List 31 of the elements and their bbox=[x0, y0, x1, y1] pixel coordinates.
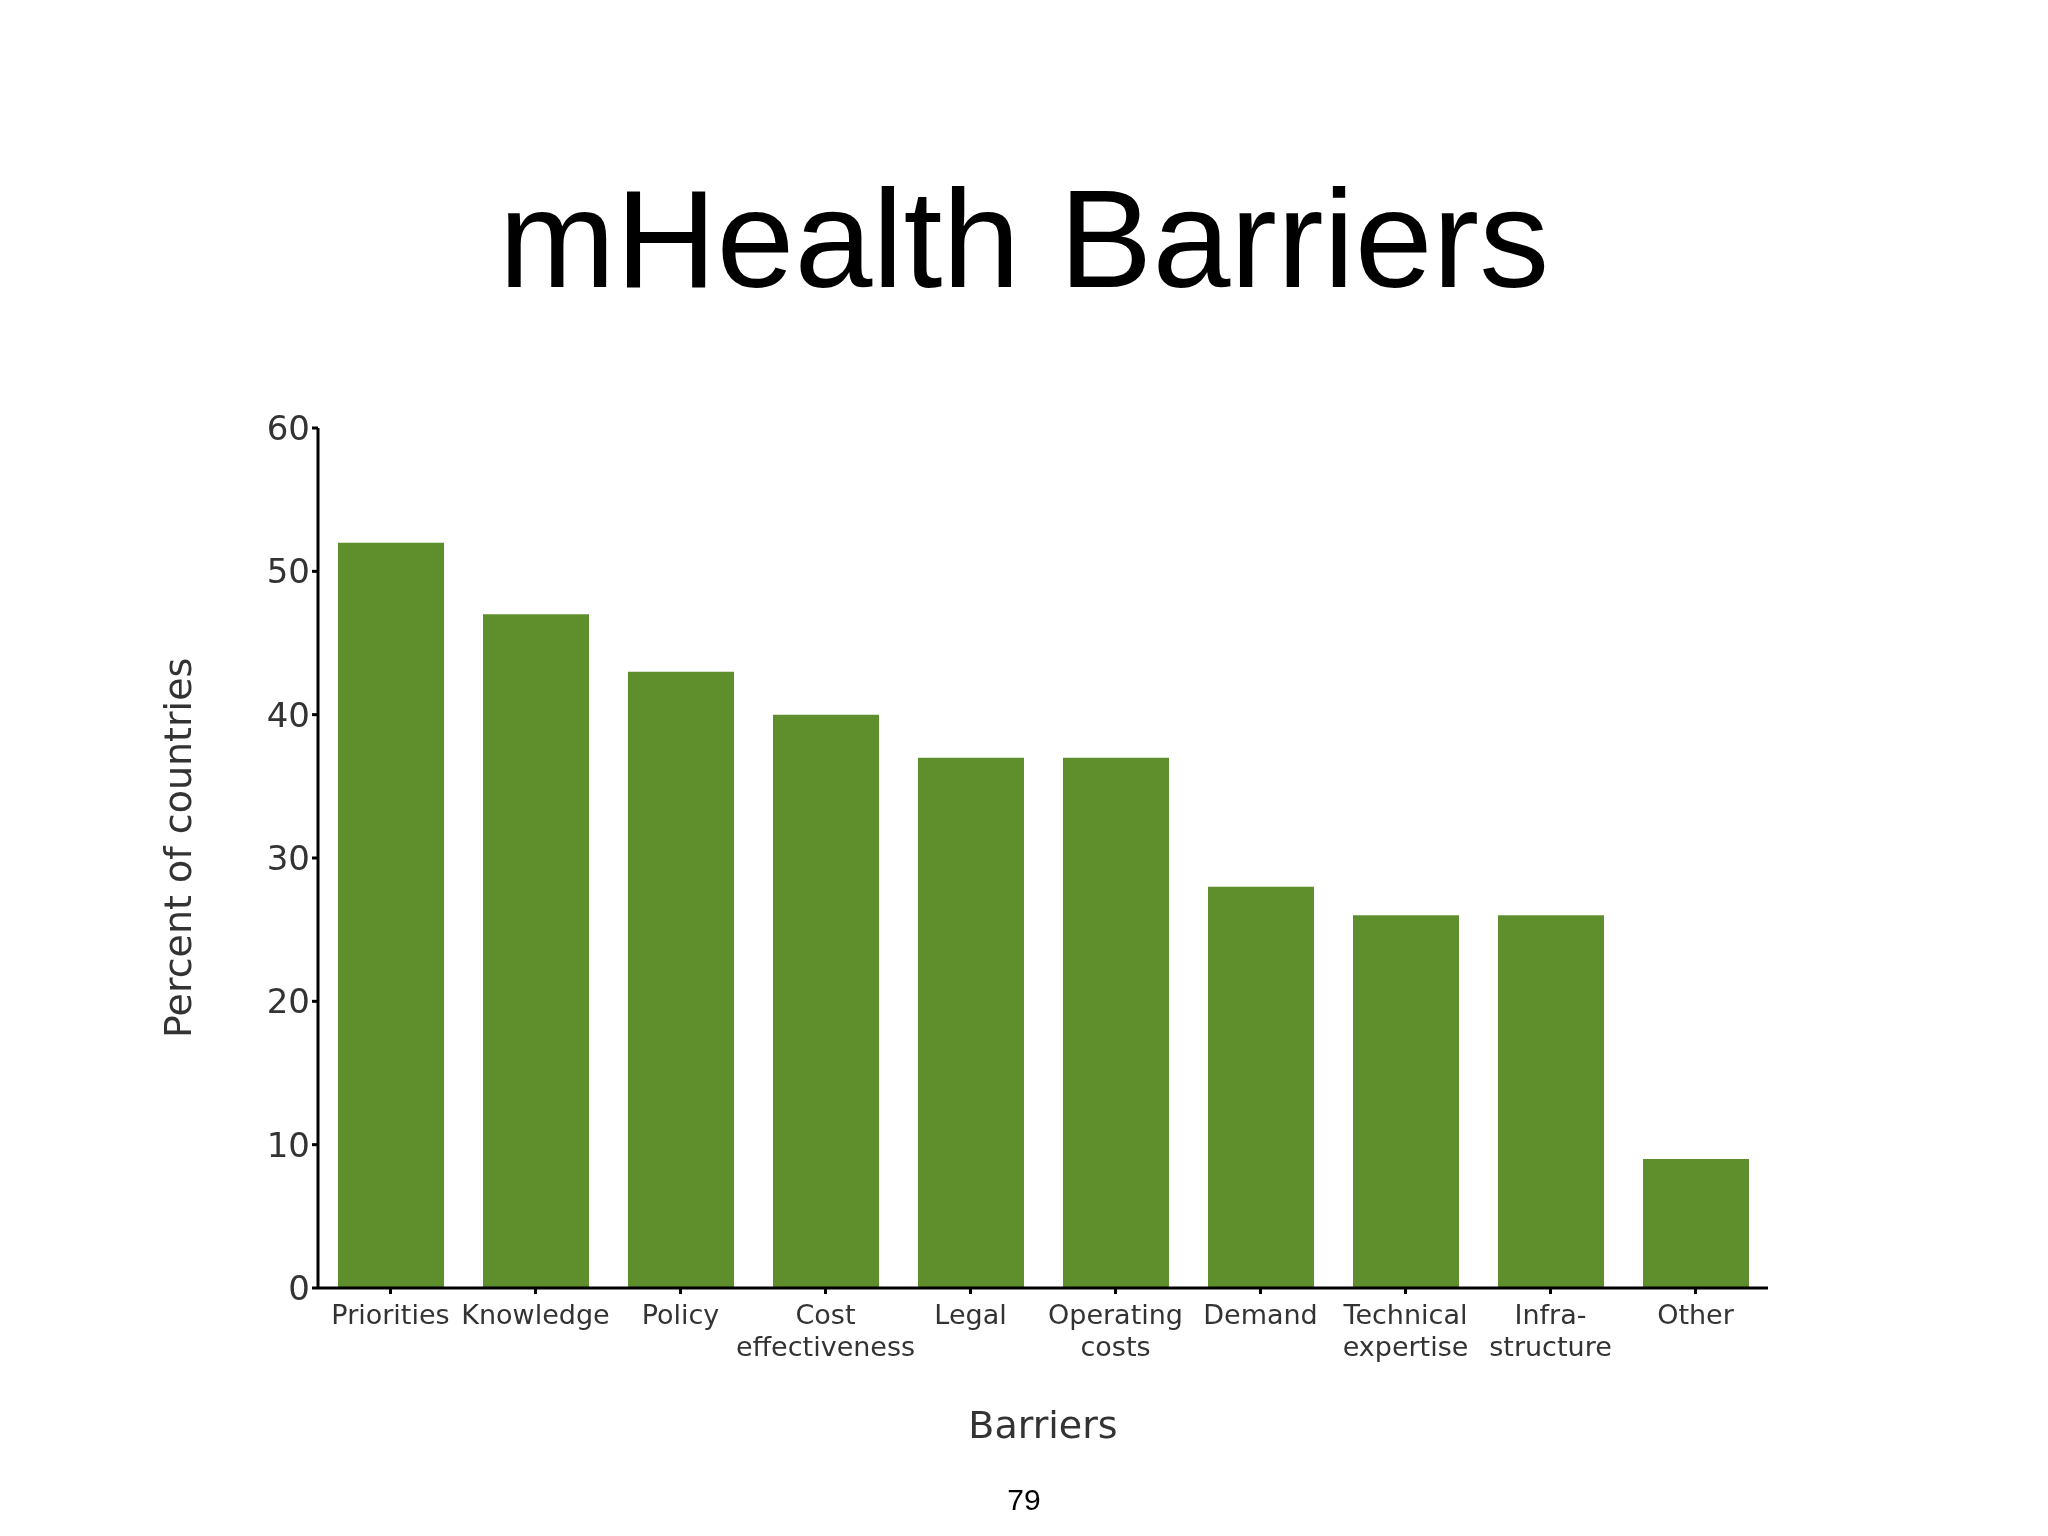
y-tick-label: 60 bbox=[266, 408, 310, 449]
x-tick-label: Infra- structure bbox=[1489, 1299, 1612, 1362]
y-tick-label: 50 bbox=[266, 551, 310, 592]
chart-title: mHealth Barriers bbox=[497, 159, 1551, 319]
y-tick-label: 20 bbox=[266, 981, 310, 1022]
bar bbox=[1208, 886, 1314, 1288]
y-tick-label: 0 bbox=[288, 1268, 310, 1309]
bar bbox=[1353, 915, 1459, 1288]
x-axis-title: Barriers bbox=[968, 1403, 1118, 1447]
bar bbox=[918, 757, 1024, 1288]
x-tick-label: Operating costs bbox=[1048, 1299, 1183, 1362]
y-tick-label: 10 bbox=[266, 1124, 310, 1165]
x-tick-label: Knowledge bbox=[461, 1299, 610, 1330]
x-tick-label: Priorities bbox=[331, 1299, 450, 1330]
bar bbox=[773, 714, 879, 1288]
y-tick-label: 40 bbox=[266, 694, 310, 735]
x-tick-label: Policy bbox=[641, 1299, 720, 1330]
x-tick-label: Cost effectiveness bbox=[735, 1299, 916, 1362]
x-tick-label: Legal bbox=[934, 1299, 1007, 1330]
y-tick-label: 30 bbox=[266, 838, 310, 879]
y-axis-title: Percent of countries bbox=[156, 657, 201, 1038]
bar bbox=[628, 671, 734, 1288]
bar bbox=[338, 542, 444, 1288]
bar bbox=[1063, 757, 1169, 1288]
text: 79 bbox=[1006, 1483, 1042, 1517]
bar bbox=[1643, 1159, 1749, 1288]
x-tick-label: Other bbox=[1657, 1299, 1735, 1330]
bar bbox=[483, 614, 589, 1288]
bar bbox=[1498, 915, 1604, 1288]
x-tick-label: Technical expertise bbox=[1342, 1299, 1469, 1362]
x-tick-label: Demand bbox=[1203, 1299, 1318, 1330]
